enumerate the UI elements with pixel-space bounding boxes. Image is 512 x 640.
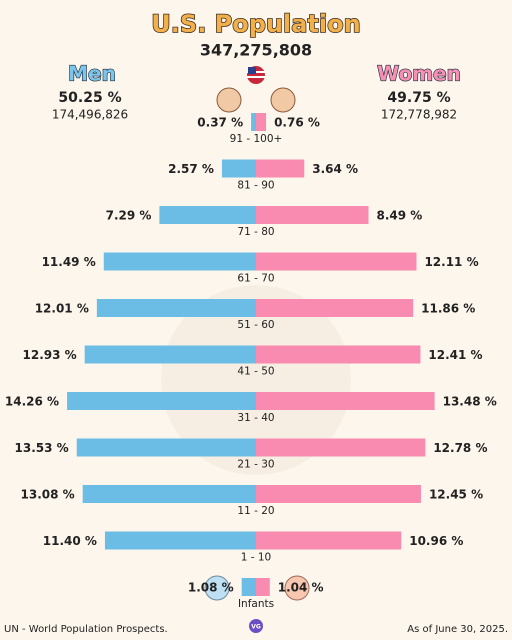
category-label: 11 - 20 [237,505,274,517]
women-bar [256,252,417,271]
women-bar [256,113,267,131]
women-bar [256,392,435,410]
value-label: 0.76 % [274,116,320,130]
women-bar [256,159,305,178]
value-label: 12.01 % [35,302,89,316]
logo-badge [249,619,263,633]
category-label: 71 - 80 [237,226,274,238]
category-label: 81 - 90 [237,180,274,192]
men-bar [221,159,256,178]
value-label: 12.93 % [23,348,77,362]
value-label: 13.08 % [21,488,75,502]
category-label: Infants [238,598,274,610]
men-bar [82,485,256,503]
category-label: 31 - 40 [237,412,274,424]
logo: VG [251,624,261,631]
women-bar [256,485,421,503]
value-label: 2.57 % [168,162,214,176]
total-population: 347,275,808 [200,41,312,60]
women-bar [256,531,402,550]
men-bar [104,531,256,550]
women-header: Women [377,62,461,86]
category-label: 51 - 60 [237,319,274,331]
watermark [161,285,351,475]
men-bar [241,578,256,596]
value-label: 12.45 % [429,488,483,502]
value-label: 13.48 % [443,395,497,409]
value-label: 11.40 % [43,534,97,548]
category-label: 61 - 70 [237,273,274,285]
source: UN - World Population Prospects. [4,624,168,635]
value-label: 7.29 % [106,209,152,223]
men-header: Men [68,62,116,86]
women-bar [256,299,414,317]
men-share: 50.25 % [58,90,121,106]
women-share: 49.75 % [387,90,450,106]
men-bar [84,345,257,364]
value-label: 10.96 % [409,534,463,548]
category-label: 21 - 30 [237,459,274,471]
men-bar [96,299,257,317]
date: As of June 30, 2025. [407,624,508,635]
women-bar [256,438,426,457]
value-label: 14.26 % [5,395,59,409]
category-label: 41 - 50 [237,366,274,378]
value-label: 13.53 % [15,441,69,455]
chart-title: U.S. Population [151,10,360,38]
value-label: 0.37 % [197,116,243,130]
women-bar [256,578,270,596]
value-label: 12.41 % [428,348,482,362]
men-population: 174,496,826 [52,108,128,122]
value-label: 3.64 % [312,162,358,176]
flag [247,66,265,84]
men-bar [159,206,256,224]
value-label: 1.08 % [188,581,234,595]
men-bar [251,113,256,131]
elderly-icons [216,87,296,113]
women-bar [256,345,421,364]
value-label: 12.11 % [424,255,478,269]
women-population: 172,778,982 [381,108,457,122]
value-label: 11.49 % [42,255,96,269]
men-bar [103,252,256,271]
value-label: 1.04 % [278,581,324,595]
category-label: 91 - 100+ [230,133,283,145]
value-label: 12.78 % [433,441,487,455]
value-label: 8.49 % [376,209,422,223]
men-bar [76,438,256,457]
women-bar [256,206,369,224]
men-bar [67,392,257,410]
infant-icons [204,575,310,601]
category-label: 1 - 10 [241,552,272,564]
value-label: 11.86 % [421,302,475,316]
